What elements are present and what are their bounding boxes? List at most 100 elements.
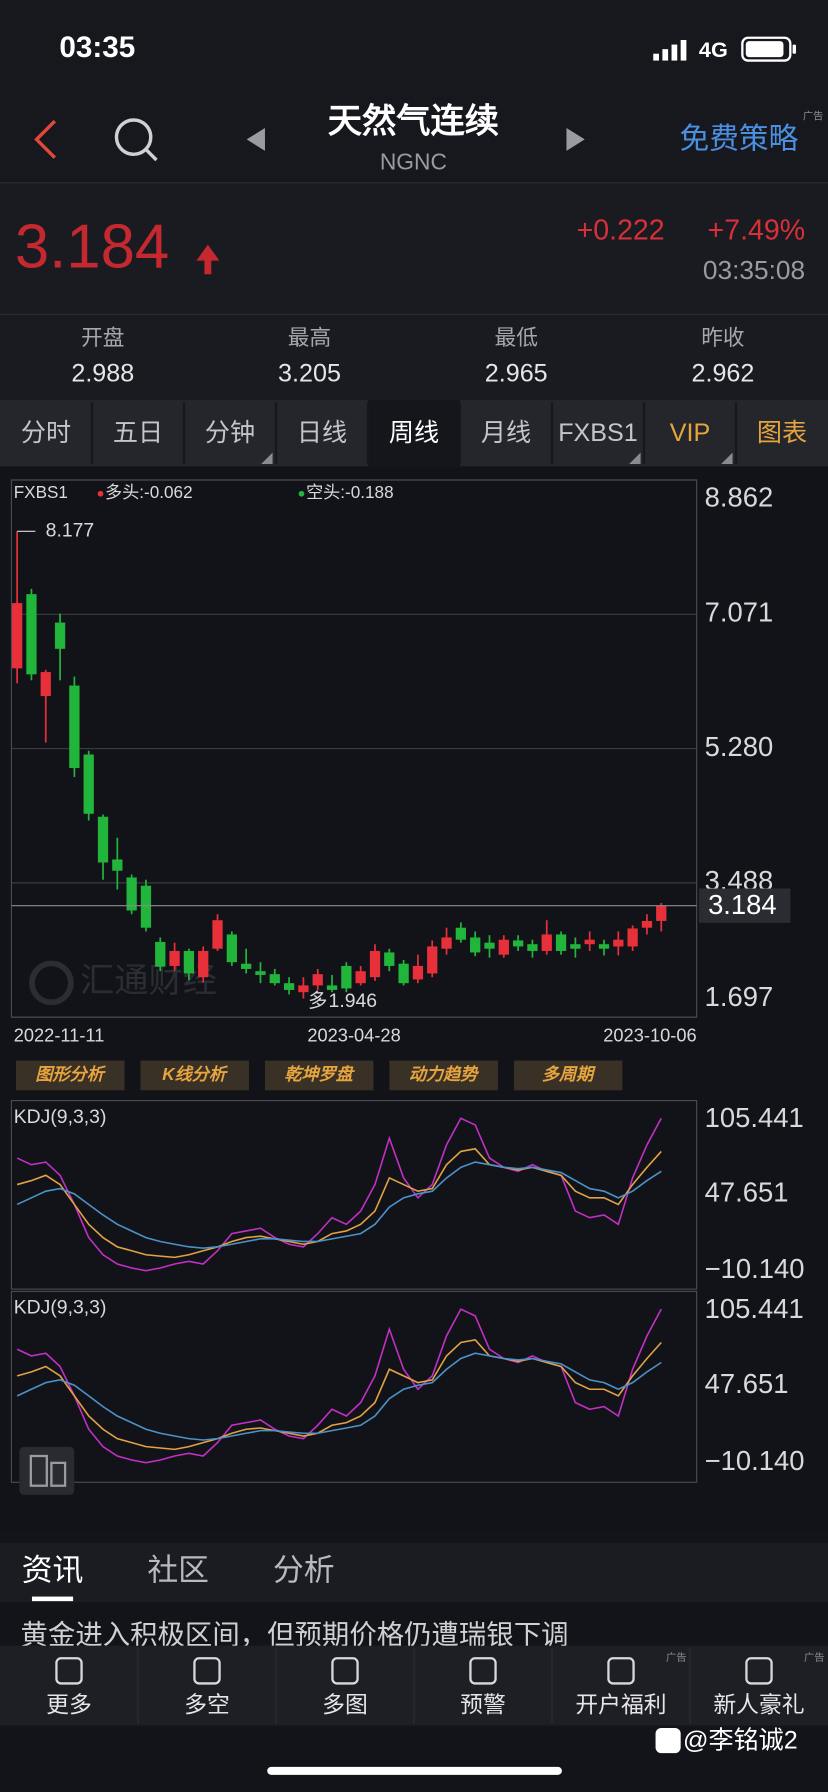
tab[interactable]: 分钟 — [205, 419, 255, 447]
candle-body — [255, 971, 266, 975]
instrument-code: NGNC — [380, 148, 447, 174]
nav-icon — [745, 1657, 773, 1685]
low-marker: 多 — [308, 990, 327, 1012]
home-indicator — [267, 1766, 562, 1775]
candle-body — [384, 952, 395, 966]
tool-label: 图形分析 — [35, 1064, 106, 1084]
status-time: 03:35 — [59, 31, 135, 64]
legend-dot — [298, 490, 305, 497]
watermark: 汇通财经 — [80, 962, 217, 1000]
plot-frame — [10, 1100, 698, 1290]
candle-body — [398, 963, 409, 984]
stat-value: 2.988 — [71, 359, 134, 387]
candle-body — [541, 934, 552, 951]
tab[interactable]: 月线 — [481, 419, 531, 447]
nav-icon — [607, 1657, 635, 1685]
indicator-title: KDJ(9,3,3) — [14, 1106, 107, 1128]
nav-icon — [469, 1657, 497, 1685]
stat-value: 3.205 — [278, 359, 341, 387]
tool-button[interactable] — [264, 1060, 374, 1091]
candle-body — [283, 983, 295, 990]
prev-button[interactable] — [246, 128, 265, 151]
stat-label: 昨收 — [701, 325, 744, 350]
tab[interactable]: 分时 — [21, 419, 71, 447]
stat-label: 最低 — [495, 325, 538, 350]
candle-body — [584, 939, 595, 945]
nav-label[interactable]: 开户福利 — [575, 1691, 666, 1717]
stat-value: 2.965 — [485, 359, 548, 387]
next-button[interactable] — [566, 128, 585, 151]
news-tab[interactable]: 社区 — [147, 1553, 209, 1588]
tool-button[interactable] — [389, 1060, 498, 1091]
candle-body — [341, 965, 352, 989]
candle-body — [140, 885, 152, 928]
indicator-line — [16, 1161, 662, 1249]
nav-icon — [193, 1657, 221, 1685]
tab[interactable]: 日线 — [297, 419, 347, 447]
candle-body — [212, 920, 223, 949]
stat-label: 开盘 — [81, 325, 124, 350]
nav-icon — [55, 1657, 83, 1685]
candle-body — [226, 934, 237, 963]
y-tick-label: 1.697 — [705, 981, 774, 1012]
candle-body — [427, 946, 438, 974]
candle-body — [613, 939, 624, 947]
candle-body — [26, 594, 37, 675]
y-tick-label: −10.140 — [705, 1445, 805, 1476]
tab[interactable]: FXBS1 — [558, 419, 638, 447]
y-tick-label: 105.441 — [705, 1293, 804, 1324]
candle-body — [312, 974, 323, 986]
price-change-pct: +7.49% — [708, 215, 806, 247]
candle-body — [455, 927, 467, 940]
candle-body — [355, 971, 366, 984]
y-tick-label: −10.140 — [705, 1253, 805, 1284]
candle-body — [198, 950, 209, 978]
tab[interactable]: 图表 — [757, 419, 807, 447]
tab-dropdown-mark — [721, 452, 733, 464]
nav-label[interactable]: 预警 — [460, 1691, 506, 1717]
indicator-line — [16, 1339, 662, 1451]
status-network: 4G — [699, 37, 728, 62]
low-label: 1.946 — [329, 990, 378, 1012]
stat-value: 2.962 — [692, 359, 755, 387]
candle-body — [169, 950, 180, 966]
candle-body — [155, 941, 166, 967]
news-tab-bar — [0, 1542, 828, 1603]
y-tick-label: 5.280 — [705, 731, 774, 762]
layout-toggle[interactable] — [19, 1446, 75, 1495]
tool-label: 动力趋势 — [409, 1064, 479, 1084]
indicator-title: KDJ(9,3,3) — [14, 1297, 107, 1319]
signal-icon — [653, 40, 687, 61]
legend-dot — [97, 490, 104, 497]
candle-body — [83, 754, 94, 814]
tool-button[interactable] — [140, 1060, 249, 1091]
back-button[interactable] — [34, 119, 57, 159]
tab[interactable]: 周线 — [389, 419, 439, 447]
nav-label[interactable]: 更多 — [46, 1691, 92, 1717]
strategy-link[interactable]: 免费策略 — [680, 122, 799, 155]
tab[interactable]: 五日 — [113, 419, 163, 447]
nav-label[interactable]: 多图 — [322, 1691, 368, 1717]
tool-button[interactable] — [513, 1060, 623, 1091]
search-button[interactable] — [114, 118, 158, 162]
news-tab[interactable]: 资讯 — [22, 1553, 84, 1588]
nav-label[interactable]: 多空 — [184, 1691, 230, 1717]
instrument-title: 天然气连续 — [328, 101, 499, 140]
high-label: 8.177 — [46, 519, 95, 541]
up-arrow — [196, 244, 220, 275]
nav-ad-tag: 广告 — [666, 1651, 687, 1664]
candle-body — [498, 939, 509, 955]
tab-active — [368, 400, 460, 467]
tool-button[interactable] — [15, 1060, 125, 1091]
tab-dropdown-mark — [629, 452, 641, 464]
news-headline[interactable]: 黄金进入积极区间，但预期价格仍遭瑞银下调 — [21, 1619, 569, 1650]
nav-label[interactable]: 新人豪礼 — [713, 1691, 804, 1717]
news-tab[interactable]: 分析 — [273, 1553, 335, 1588]
candle-body — [484, 942, 495, 949]
candle-body — [241, 963, 252, 969]
home-area — [0, 1725, 828, 1792]
candle-body — [555, 934, 567, 951]
tab[interactable]: VIP — [670, 419, 710, 447]
candle-body — [470, 937, 481, 953]
candle-body — [269, 974, 280, 984]
